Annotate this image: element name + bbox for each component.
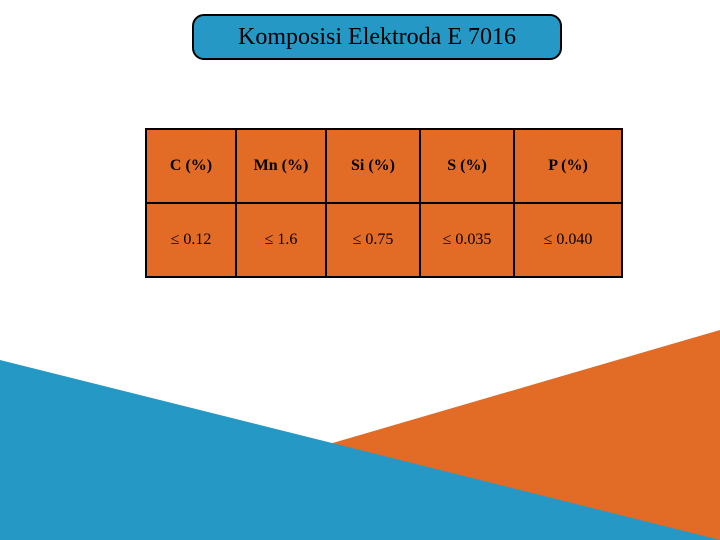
value-si: ≤ 0.75	[326, 203, 420, 277]
decor-triangle-teal	[0, 360, 720, 540]
value-s: ≤ 0.035	[420, 203, 514, 277]
title-text: Komposisi Elektroda E 7016	[238, 24, 516, 51]
value-c: ≤ 0.12	[146, 203, 236, 277]
composition-table: C (%) Mn (%) Si (%) S (%) P (%) ≤ 0.12 ≤…	[145, 128, 623, 278]
table-value-row: ≤ 0.12 ≤ 1.6 ≤ 0.75 ≤ 0.035 ≤ 0.040	[146, 203, 622, 277]
header-s: S (%)	[420, 129, 514, 203]
value-p: ≤ 0.040	[514, 203, 622, 277]
table-header-row: C (%) Mn (%) Si (%) S (%) P (%)	[146, 129, 622, 203]
header-mn: Mn (%)	[236, 129, 326, 203]
value-mn: ≤ 1.6	[236, 203, 326, 277]
header-p: P (%)	[514, 129, 622, 203]
header-c: C (%)	[146, 129, 236, 203]
header-si: Si (%)	[326, 129, 420, 203]
title-box: Komposisi Elektroda E 7016	[192, 14, 562, 60]
